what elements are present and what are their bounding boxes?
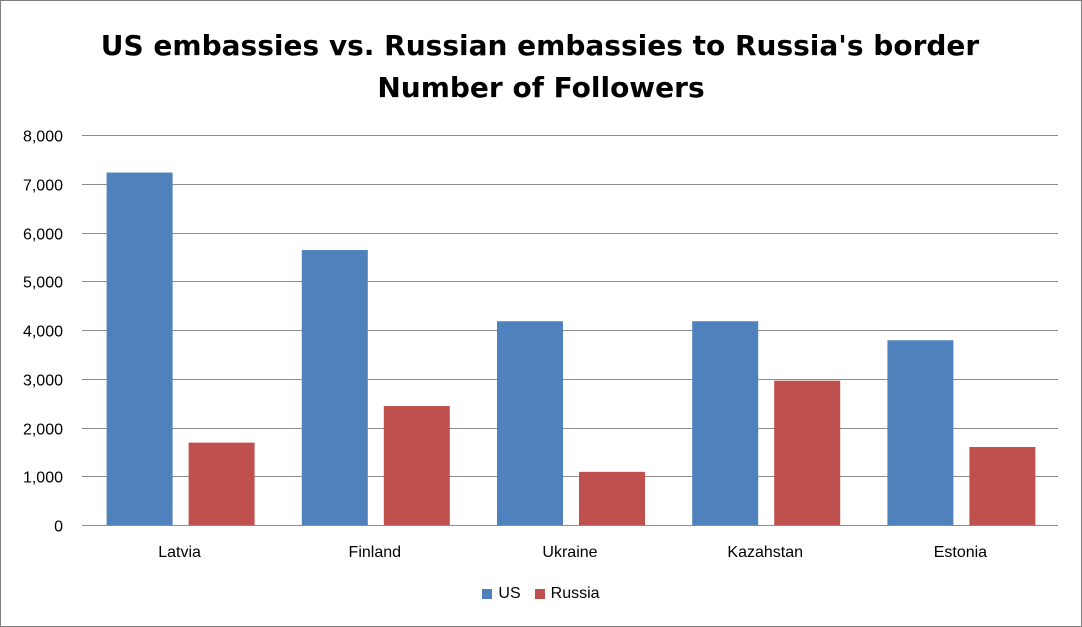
chart-legend: US Russia — [1, 585, 1081, 603]
x-tick-label: Estonia — [934, 544, 987, 561]
x-tick-label: Kazahstan — [727, 544, 803, 561]
y-tick-label: 0 — [54, 519, 63, 536]
legend-swatch-russia — [534, 589, 545, 599]
y-tick-label: 2,000 — [23, 422, 63, 439]
legend-item-russia: Russia — [534, 585, 600, 603]
y-tick-label: 5,000 — [23, 275, 63, 292]
bar-us-ukraine — [497, 321, 563, 525]
bar-russia-kazahstan — [774, 380, 841, 525]
y-tick-label: 4,000 — [23, 324, 63, 341]
bar-us-latvia — [106, 172, 173, 525]
chart-title-line-2: Number of Followers — [377, 71, 705, 104]
bar-russia-finland — [383, 406, 450, 525]
bar-us-estonia — [887, 340, 954, 525]
legend-label-russia: Russia — [550, 585, 600, 602]
y-tick-label: 6,000 — [23, 227, 63, 244]
bar-russia-estonia — [969, 447, 1036, 525]
chart-title: US embassies vs. Russian embassies to Ru… — [1, 25, 1081, 109]
bar-us-kazahstan — [692, 321, 759, 525]
x-tick-label: Ukraine — [542, 544, 597, 561]
y-tick-label: 8,000 — [23, 129, 63, 146]
bar-russia-ukraine — [579, 471, 645, 525]
y-tick-label: 3,000 — [23, 373, 63, 390]
x-tick-label: Latvia — [158, 544, 201, 561]
x-tick-label: Finland — [349, 544, 401, 561]
legend-swatch-us — [482, 589, 493, 599]
legend-label-us: US — [498, 585, 521, 602]
y-tick-label: 1,000 — [23, 470, 63, 487]
legend-item-us: US — [482, 585, 521, 603]
chart-title-line-1: US embassies vs. Russian embassies to Ru… — [100, 29, 980, 62]
bar-us-finland — [301, 250, 368, 526]
y-tick-label: 7,000 — [23, 178, 63, 195]
bar-russia-latvia — [188, 442, 255, 525]
